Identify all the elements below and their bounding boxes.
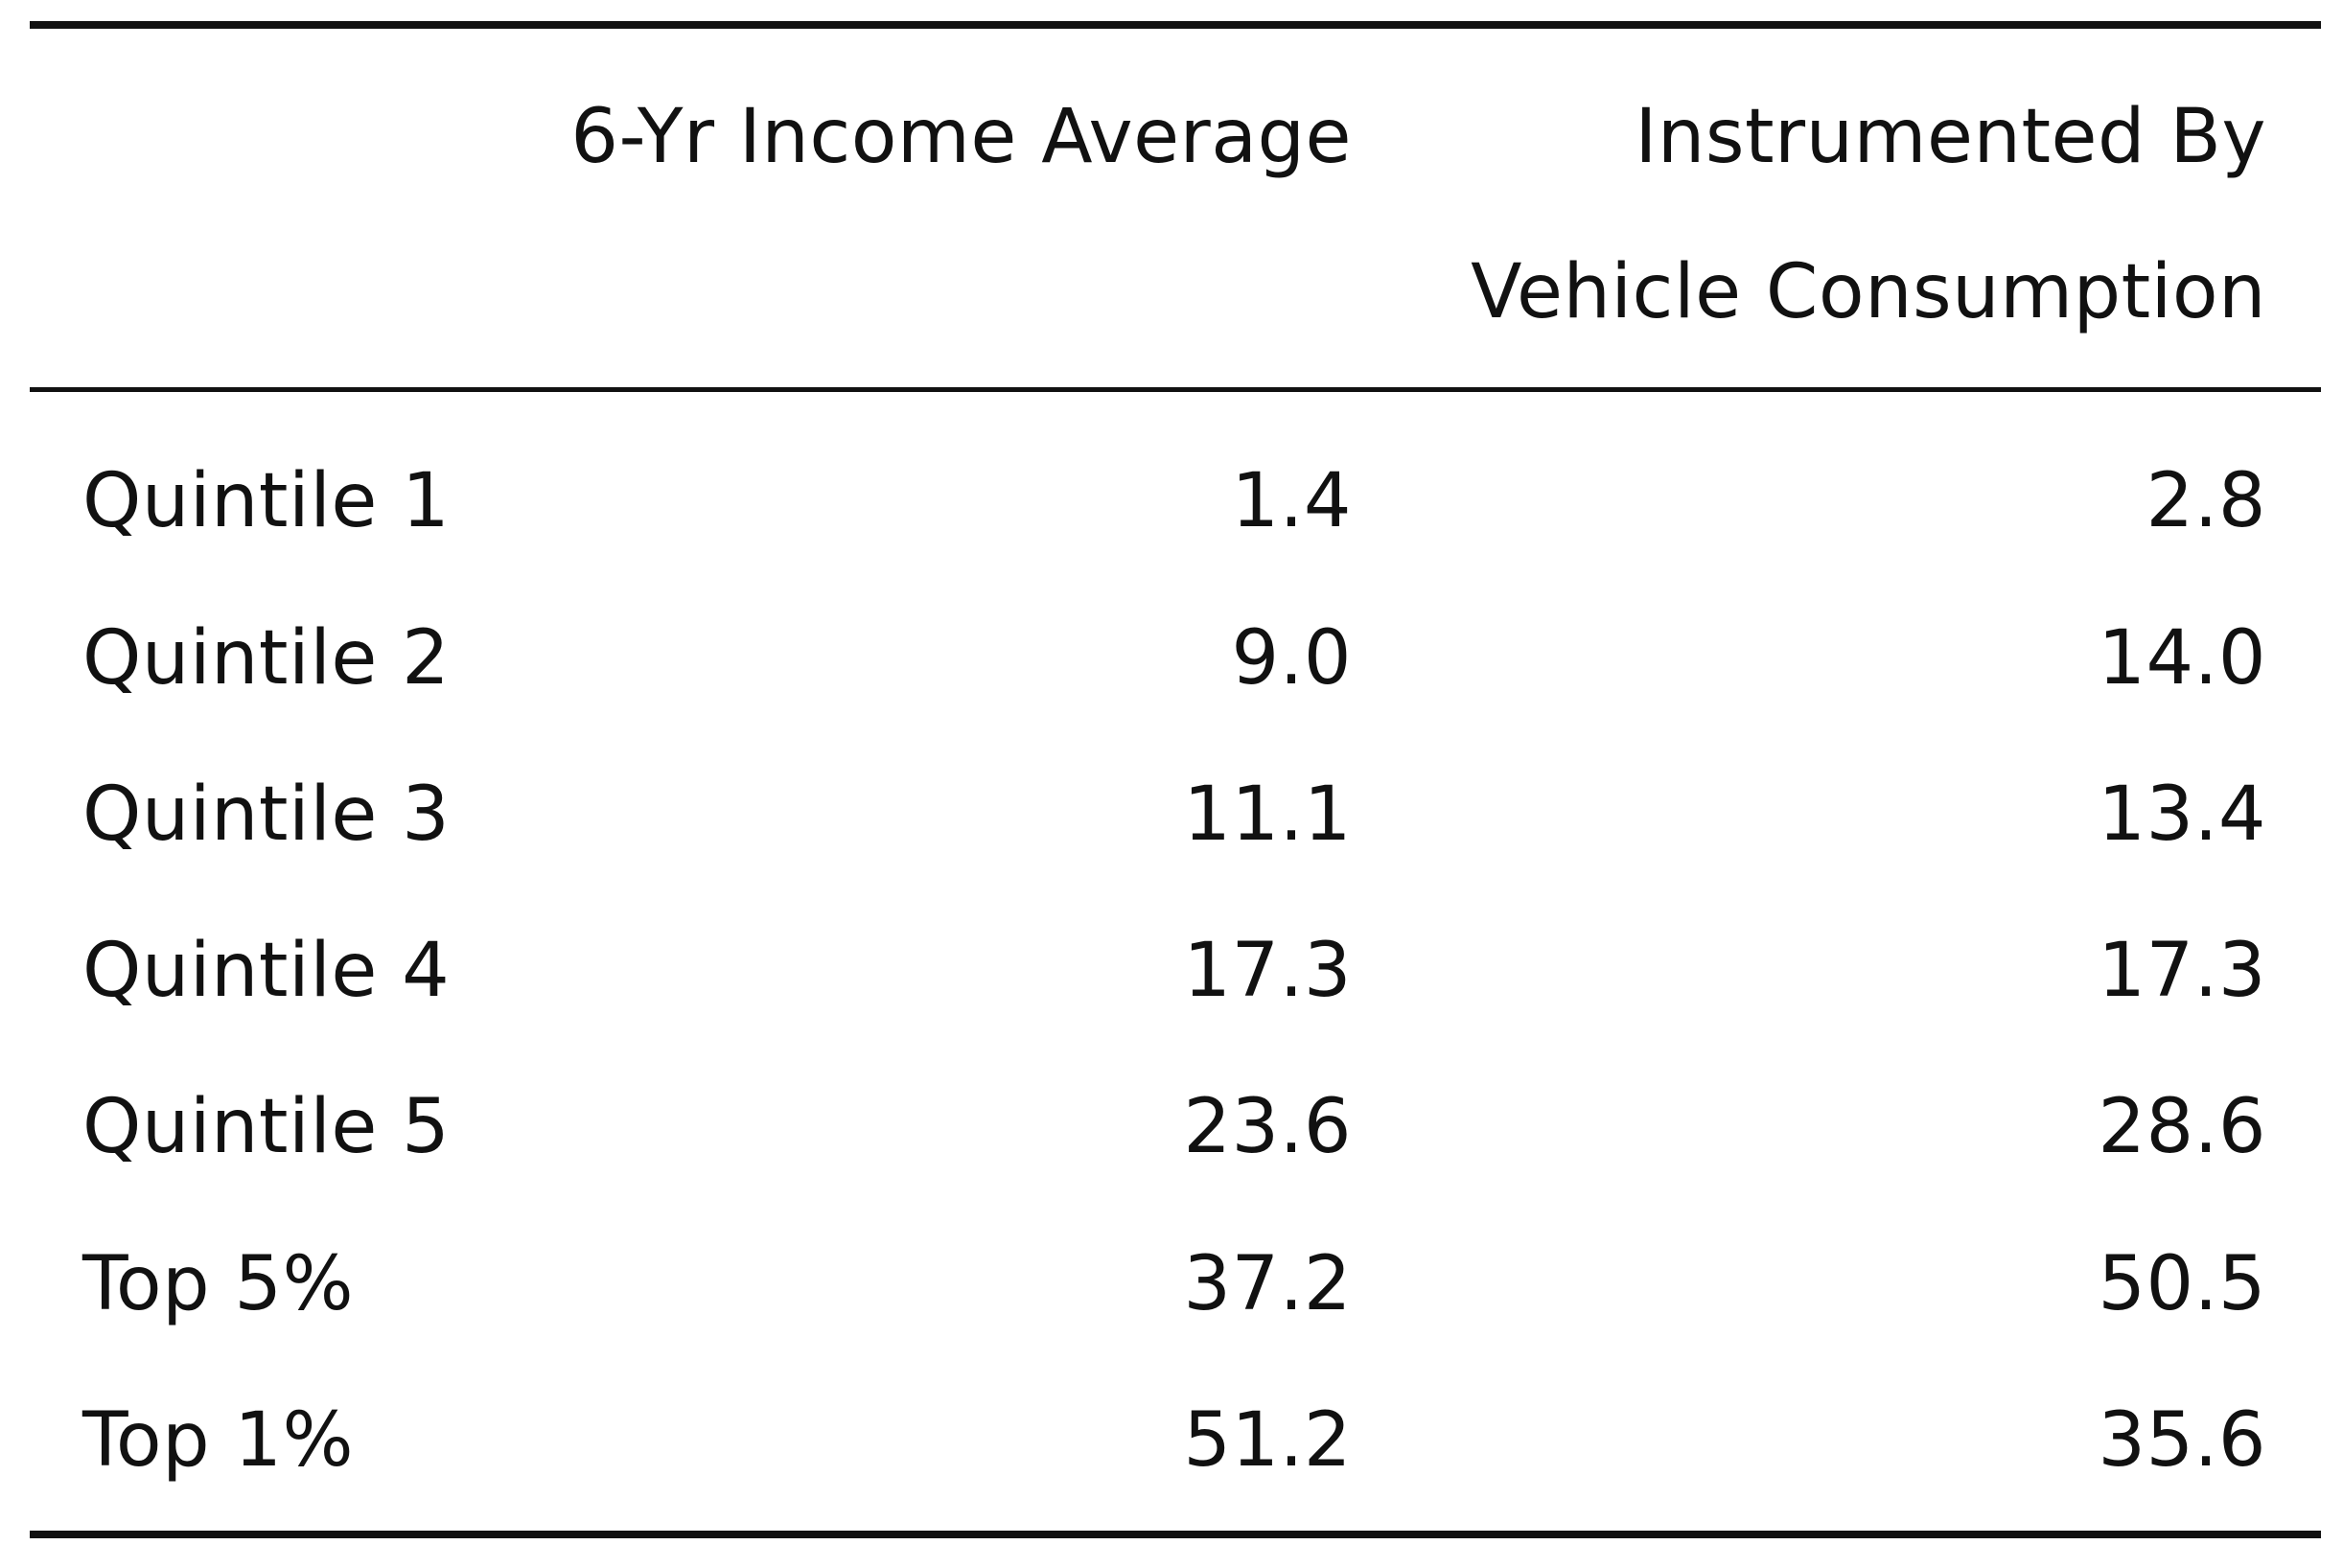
row-label: Quintile 1 bbox=[82, 458, 451, 544]
bottom-rule bbox=[30, 1531, 2321, 1538]
instrumented-value: 14.0 bbox=[2098, 615, 2266, 702]
instrumented-value: 17.3 bbox=[2098, 928, 2266, 1014]
header-rule bbox=[30, 387, 2321, 392]
instrumented-value: 2.8 bbox=[2146, 458, 2266, 544]
row-label: Quintile 4 bbox=[82, 928, 451, 1014]
income-average-value: 17.3 bbox=[1183, 928, 1352, 1014]
income-average-value: 1.4 bbox=[1231, 458, 1352, 544]
row-label: Quintile 2 bbox=[82, 615, 451, 702]
income-average-value: 11.1 bbox=[1183, 772, 1352, 858]
row-label: Top 5% bbox=[82, 1241, 355, 1327]
income-average-value: 51.2 bbox=[1183, 1397, 1352, 1484]
row-label: Quintile 3 bbox=[82, 772, 451, 858]
top-rule bbox=[30, 21, 2321, 29]
header-instrumented-line1: Instrumented By bbox=[1635, 94, 2266, 180]
income-average-value: 9.0 bbox=[1231, 615, 1352, 702]
instrumented-value: 35.6 bbox=[2098, 1397, 2266, 1484]
income-average-value: 23.6 bbox=[1183, 1084, 1352, 1170]
row-label: Top 1% bbox=[82, 1397, 355, 1484]
income-average-value: 37.2 bbox=[1183, 1241, 1352, 1327]
header-income-average: 6-Yr Income Average bbox=[570, 94, 1352, 180]
header-instrumented-line2: Vehicle Consumption bbox=[1471, 249, 2266, 335]
row-label: Quintile 5 bbox=[82, 1084, 451, 1170]
instrumented-value: 50.5 bbox=[2098, 1241, 2266, 1327]
instrumented-value: 13.4 bbox=[2098, 772, 2266, 858]
instrumented-value: 28.6 bbox=[2098, 1084, 2266, 1170]
